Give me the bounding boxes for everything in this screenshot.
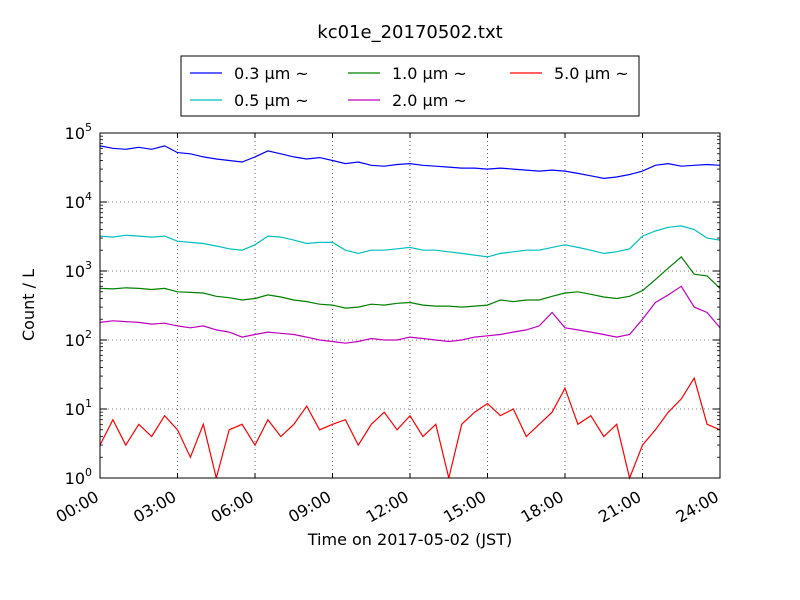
x-tick-label: 21:00 bbox=[595, 487, 644, 527]
series-line-2 bbox=[99, 225, 721, 258]
x-tick-label: 09:00 bbox=[285, 487, 334, 527]
y-tick-label: 105 bbox=[65, 121, 92, 143]
y-axis-label: Count / L bbox=[19, 269, 38, 341]
legend-label: 1.0 μm ~ bbox=[392, 64, 467, 83]
plot-area: 00:00 03:00 06:00 09:00 12:00 15:00 18:00 21:00… bbox=[53, 121, 722, 527]
legend-label: 0.5 μm ~ bbox=[234, 91, 309, 110]
legend-label: 2.0 μm ~ bbox=[392, 91, 467, 110]
x-tick-label: 03:00 bbox=[130, 487, 179, 527]
series-line-1 bbox=[99, 145, 721, 180]
y-tick-label: 102 bbox=[65, 328, 92, 350]
x-tick-label: 18:00 bbox=[518, 487, 567, 527]
y-tick-label: 104 bbox=[65, 190, 92, 212]
y-tick-label: 101 bbox=[65, 397, 92, 419]
y-axis: 100 101 102 103 104 105 bbox=[65, 121, 720, 488]
series-line-3 bbox=[99, 256, 721, 309]
x-tick-label: 06:00 bbox=[208, 487, 257, 527]
series-group bbox=[99, 145, 721, 480]
chart-title: kc01e_20170502.txt bbox=[317, 22, 502, 43]
legend-label: 5.0 μm ~ bbox=[554, 64, 629, 83]
x-tick-label: 00:00 bbox=[53, 487, 102, 527]
series-line-4 bbox=[99, 285, 721, 344]
x-tick-label: 12:00 bbox=[363, 487, 412, 527]
x-tick-label: 15:00 bbox=[440, 487, 489, 527]
x-axis-label: Time on 2017-05-02 (JST) bbox=[307, 530, 512, 549]
legend-box bbox=[180, 55, 640, 117]
legend: 0.3 μm ~ 0.5 μm ~ 1.0 μm ~ 2.0 μm ~ 5.0 μm ~ bbox=[180, 55, 640, 117]
series-line-5 bbox=[99, 376, 721, 480]
x-tick-label: 24:00 bbox=[673, 487, 722, 527]
y-tick-label: 103 bbox=[65, 259, 92, 281]
legend-label: 0.3 μm ~ bbox=[234, 64, 309, 83]
y-tick-label: 100 bbox=[65, 466, 92, 488]
